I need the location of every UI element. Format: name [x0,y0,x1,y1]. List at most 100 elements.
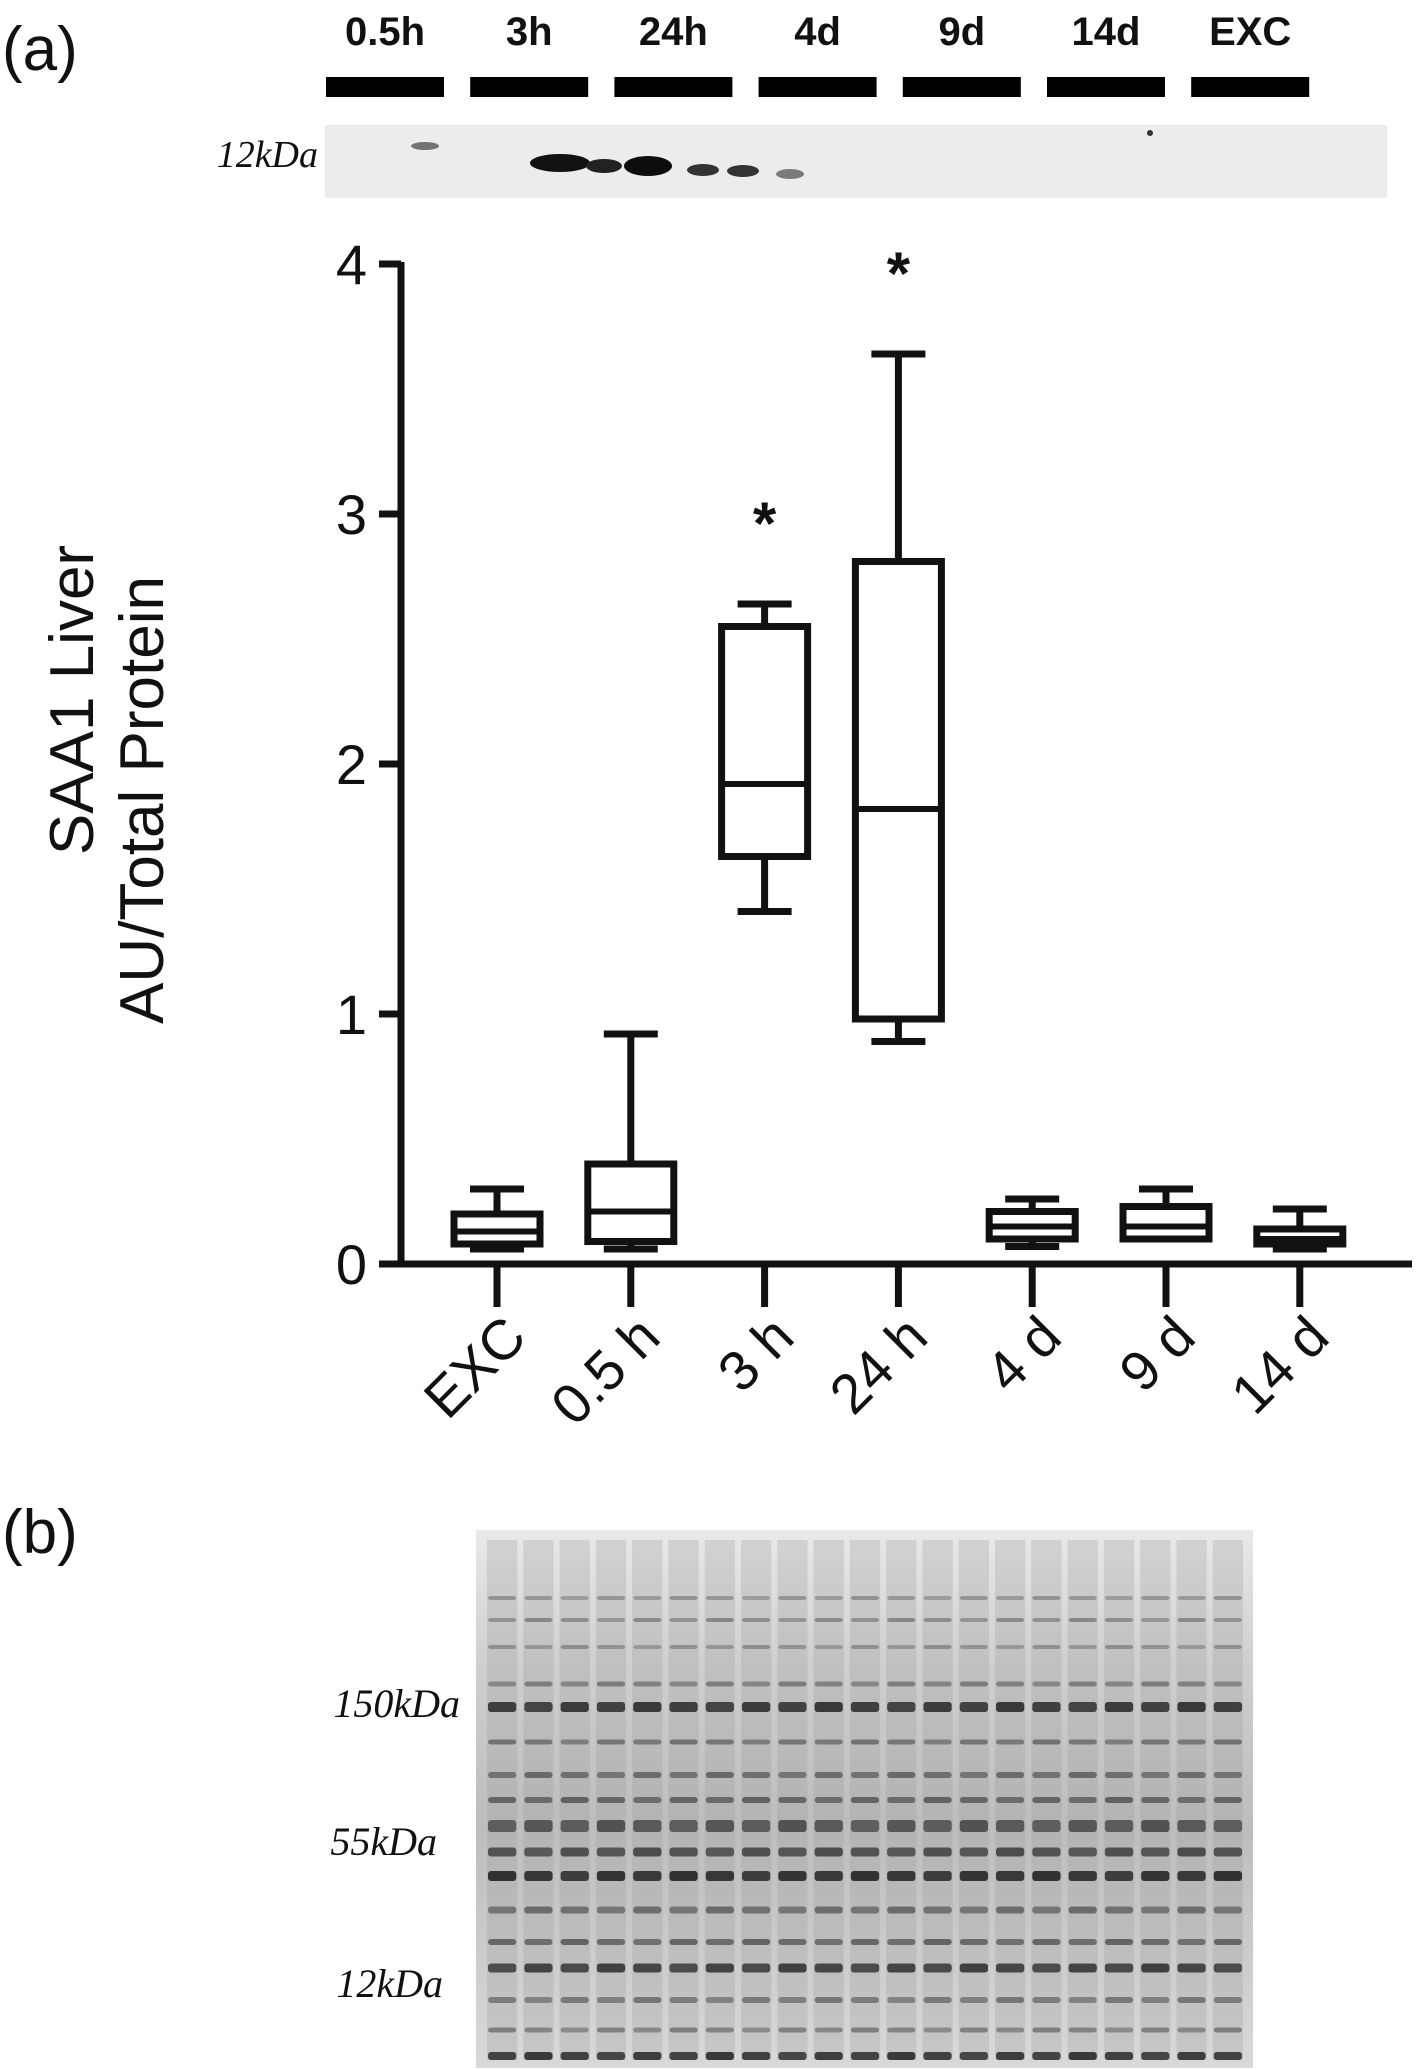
gel-band [959,1939,988,1945]
gel-band [524,2027,553,2033]
gel-band [1032,1906,1061,1914]
gel-band [814,1645,843,1649]
y-tick-label: 0 [336,1233,367,1296]
gel-band [596,2052,626,2060]
gel-band [560,1681,589,1687]
gel-band [524,1739,553,1745]
gel-band [959,1739,988,1745]
gel-band [1104,1939,1134,1945]
blot-band [586,159,622,173]
gel-band [1177,1681,1206,1687]
gel-band [742,1702,771,1712]
gel-band [1177,1820,1206,1832]
gel-band [1032,1772,1061,1778]
gel-band [1141,1797,1170,1803]
gel-band [923,1847,952,1857]
gel-band [923,1681,952,1687]
gel-band [596,1739,626,1745]
x-tick-label: 24 h [817,1304,939,1426]
gel-band [488,1618,517,1622]
gel-band [596,1963,626,1973]
gel-band [814,1939,843,1945]
gel-band [1141,1618,1170,1622]
significance-marker: * [887,240,911,307]
gel-band [488,1739,517,1745]
gel-band [1213,2027,1242,2033]
blot-lane-bars [326,77,1310,97]
gel-band [850,1772,880,1778]
gel-band [742,1618,771,1622]
gel-band [959,1871,988,1881]
box-iqr [851,558,945,1023]
gel-band [705,1963,734,1973]
gel-band [524,1702,553,1712]
gel-band [814,2027,843,2033]
gel-band [1213,1772,1242,1778]
gel-band [560,1820,589,1832]
gel-band [488,1820,517,1832]
gel-band [1104,1997,1134,2003]
gel-band [1068,1871,1097,1881]
gel-band [850,1702,880,1712]
gel-band [1104,1645,1134,1649]
gel-band [1032,1797,1061,1803]
gel-band [633,1963,662,1973]
gel-band [1213,1596,1242,1600]
gel-band [778,1772,807,1778]
gel-band [488,1871,517,1881]
gel-band [814,1820,843,1832]
gel-band [996,1596,1025,1600]
gel-band [742,1847,771,1857]
x-tick-label: 9 d [1107,1304,1207,1404]
gel-band [996,1906,1025,1914]
gel-band [1213,1797,1242,1803]
gel-band [1213,1847,1242,1857]
gel-band [850,2027,880,2033]
gel-band [669,1772,698,1778]
gel-band [742,1772,771,1778]
gel-band [1141,1645,1170,1649]
gel-band [814,1596,843,1600]
gel-band [850,1681,880,1687]
gel-band [1177,2052,1206,2060]
box-group [985,1195,1079,1250]
gel-band [778,1997,807,2003]
gel-band [923,1618,952,1622]
gel-band [923,2052,952,2060]
gel-band [560,1739,589,1745]
blot-strip [325,125,1387,198]
gel-band [1213,1681,1242,1687]
gel-band [742,1645,771,1649]
gel-band [488,1997,517,2003]
y-ticks: 0 1 2 3 4 [336,233,401,1296]
gel-band [887,2052,916,2060]
gel-band [814,1997,843,2003]
gel-band [887,1702,916,1712]
gel-band [1068,1797,1097,1803]
gel-band [887,1645,916,1649]
gel-band [560,1939,589,1945]
gel-band [488,2052,517,2060]
x-ticks: EXC 0.5 h 3 h 24 h 4 d 9 d 14 d [412,1264,1340,1437]
gel-band [1213,2052,1242,2060]
gel-band [1141,1847,1170,1857]
gel-band [887,1596,916,1600]
gel-band [778,1871,807,1881]
gel-band [850,1739,880,1745]
gel-band [596,1681,626,1687]
gel-band [1104,1702,1134,1712]
gel-band [596,1820,626,1832]
gel-band [596,1596,626,1600]
blot-band [411,142,439,150]
gel-band [1177,1847,1206,1857]
gel-band [1177,1739,1206,1745]
gel-band [1032,2052,1061,2060]
gel-band [1104,1871,1134,1881]
gel-band [705,1871,734,1881]
gel-band [1141,1939,1170,1945]
gel-band [488,1702,517,1712]
gel-band [633,1618,662,1622]
gel-band [1068,1847,1097,1857]
gel-band [633,1939,662,1945]
gel-band [996,1820,1025,1832]
